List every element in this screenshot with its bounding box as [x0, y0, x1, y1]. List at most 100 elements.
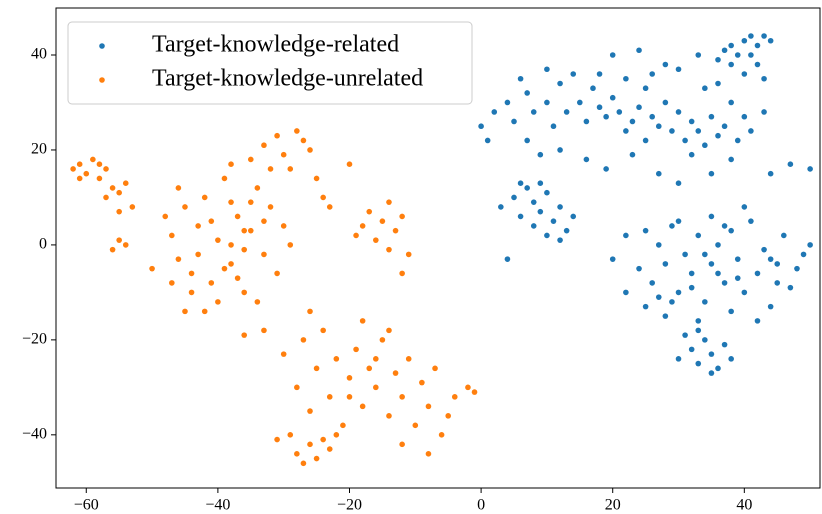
point	[373, 356, 379, 362]
point	[669, 223, 675, 229]
point	[754, 318, 761, 324]
point	[728, 156, 734, 163]
point	[715, 56, 721, 63]
point	[642, 227, 649, 234]
point	[169, 280, 175, 286]
point	[379, 337, 386, 343]
point	[261, 327, 267, 334]
point	[675, 289, 682, 296]
point	[557, 237, 563, 243]
point	[359, 223, 366, 229]
point	[695, 128, 702, 134]
point	[392, 227, 399, 234]
point	[728, 308, 734, 315]
point	[609, 94, 616, 101]
point	[695, 327, 702, 334]
point	[438, 432, 445, 438]
point	[399, 394, 405, 400]
point	[708, 351, 715, 357]
point	[182, 308, 188, 315]
point	[609, 52, 616, 58]
point	[702, 142, 708, 149]
point	[373, 237, 379, 243]
point	[662, 61, 669, 68]
point	[300, 337, 307, 343]
point	[702, 337, 708, 343]
point	[294, 384, 300, 391]
point	[274, 436, 280, 443]
point	[655, 294, 662, 300]
point	[669, 128, 675, 134]
point	[708, 170, 715, 177]
point	[741, 71, 748, 77]
point	[682, 332, 688, 338]
point	[109, 185, 116, 191]
point	[353, 232, 359, 239]
point	[116, 237, 122, 243]
point	[741, 113, 748, 120]
point	[563, 227, 570, 234]
point	[215, 237, 221, 243]
point	[695, 318, 702, 324]
point	[478, 123, 484, 130]
point	[715, 270, 721, 277]
legend-label: Target-knowledge-unrelated	[152, 66, 423, 92]
x-tick-label: 20	[605, 497, 621, 514]
point	[373, 384, 379, 391]
point	[544, 66, 550, 73]
point	[596, 104, 603, 111]
point	[280, 223, 287, 229]
point	[445, 413, 451, 419]
point	[649, 113, 655, 120]
point	[175, 185, 182, 191]
point	[307, 147, 313, 153]
point	[761, 246, 767, 253]
point	[734, 52, 741, 58]
point	[544, 232, 550, 239]
point	[313, 175, 320, 182]
point	[754, 42, 761, 49]
point	[300, 137, 307, 144]
point	[326, 204, 333, 210]
point	[386, 246, 392, 253]
point	[234, 275, 241, 281]
point	[794, 265, 800, 272]
legend-box	[67, 21, 473, 105]
point	[228, 161, 234, 168]
point	[399, 441, 405, 448]
point	[399, 270, 405, 277]
point	[748, 128, 754, 134]
y-tick-label: 0	[39, 236, 47, 253]
point	[208, 218, 215, 224]
point	[728, 227, 734, 234]
point	[471, 389, 478, 395]
point	[188, 289, 195, 296]
point	[603, 166, 609, 172]
point	[603, 113, 609, 120]
point	[366, 365, 373, 372]
point	[728, 42, 734, 49]
point	[629, 118, 636, 125]
point	[511, 118, 517, 125]
point	[320, 327, 326, 334]
point	[524, 185, 530, 191]
point	[623, 232, 629, 239]
plot-frame	[55, 7, 821, 489]
point	[530, 199, 537, 205]
point	[208, 280, 215, 286]
point	[642, 303, 649, 310]
point	[247, 227, 254, 234]
point	[767, 170, 774, 177]
point	[669, 299, 675, 305]
point	[76, 161, 83, 168]
point	[313, 455, 320, 462]
point	[353, 346, 359, 353]
point	[122, 180, 129, 186]
point	[241, 289, 248, 296]
point	[734, 137, 741, 144]
point	[675, 218, 682, 224]
point	[544, 99, 550, 106]
point	[721, 123, 728, 130]
point	[386, 413, 392, 419]
